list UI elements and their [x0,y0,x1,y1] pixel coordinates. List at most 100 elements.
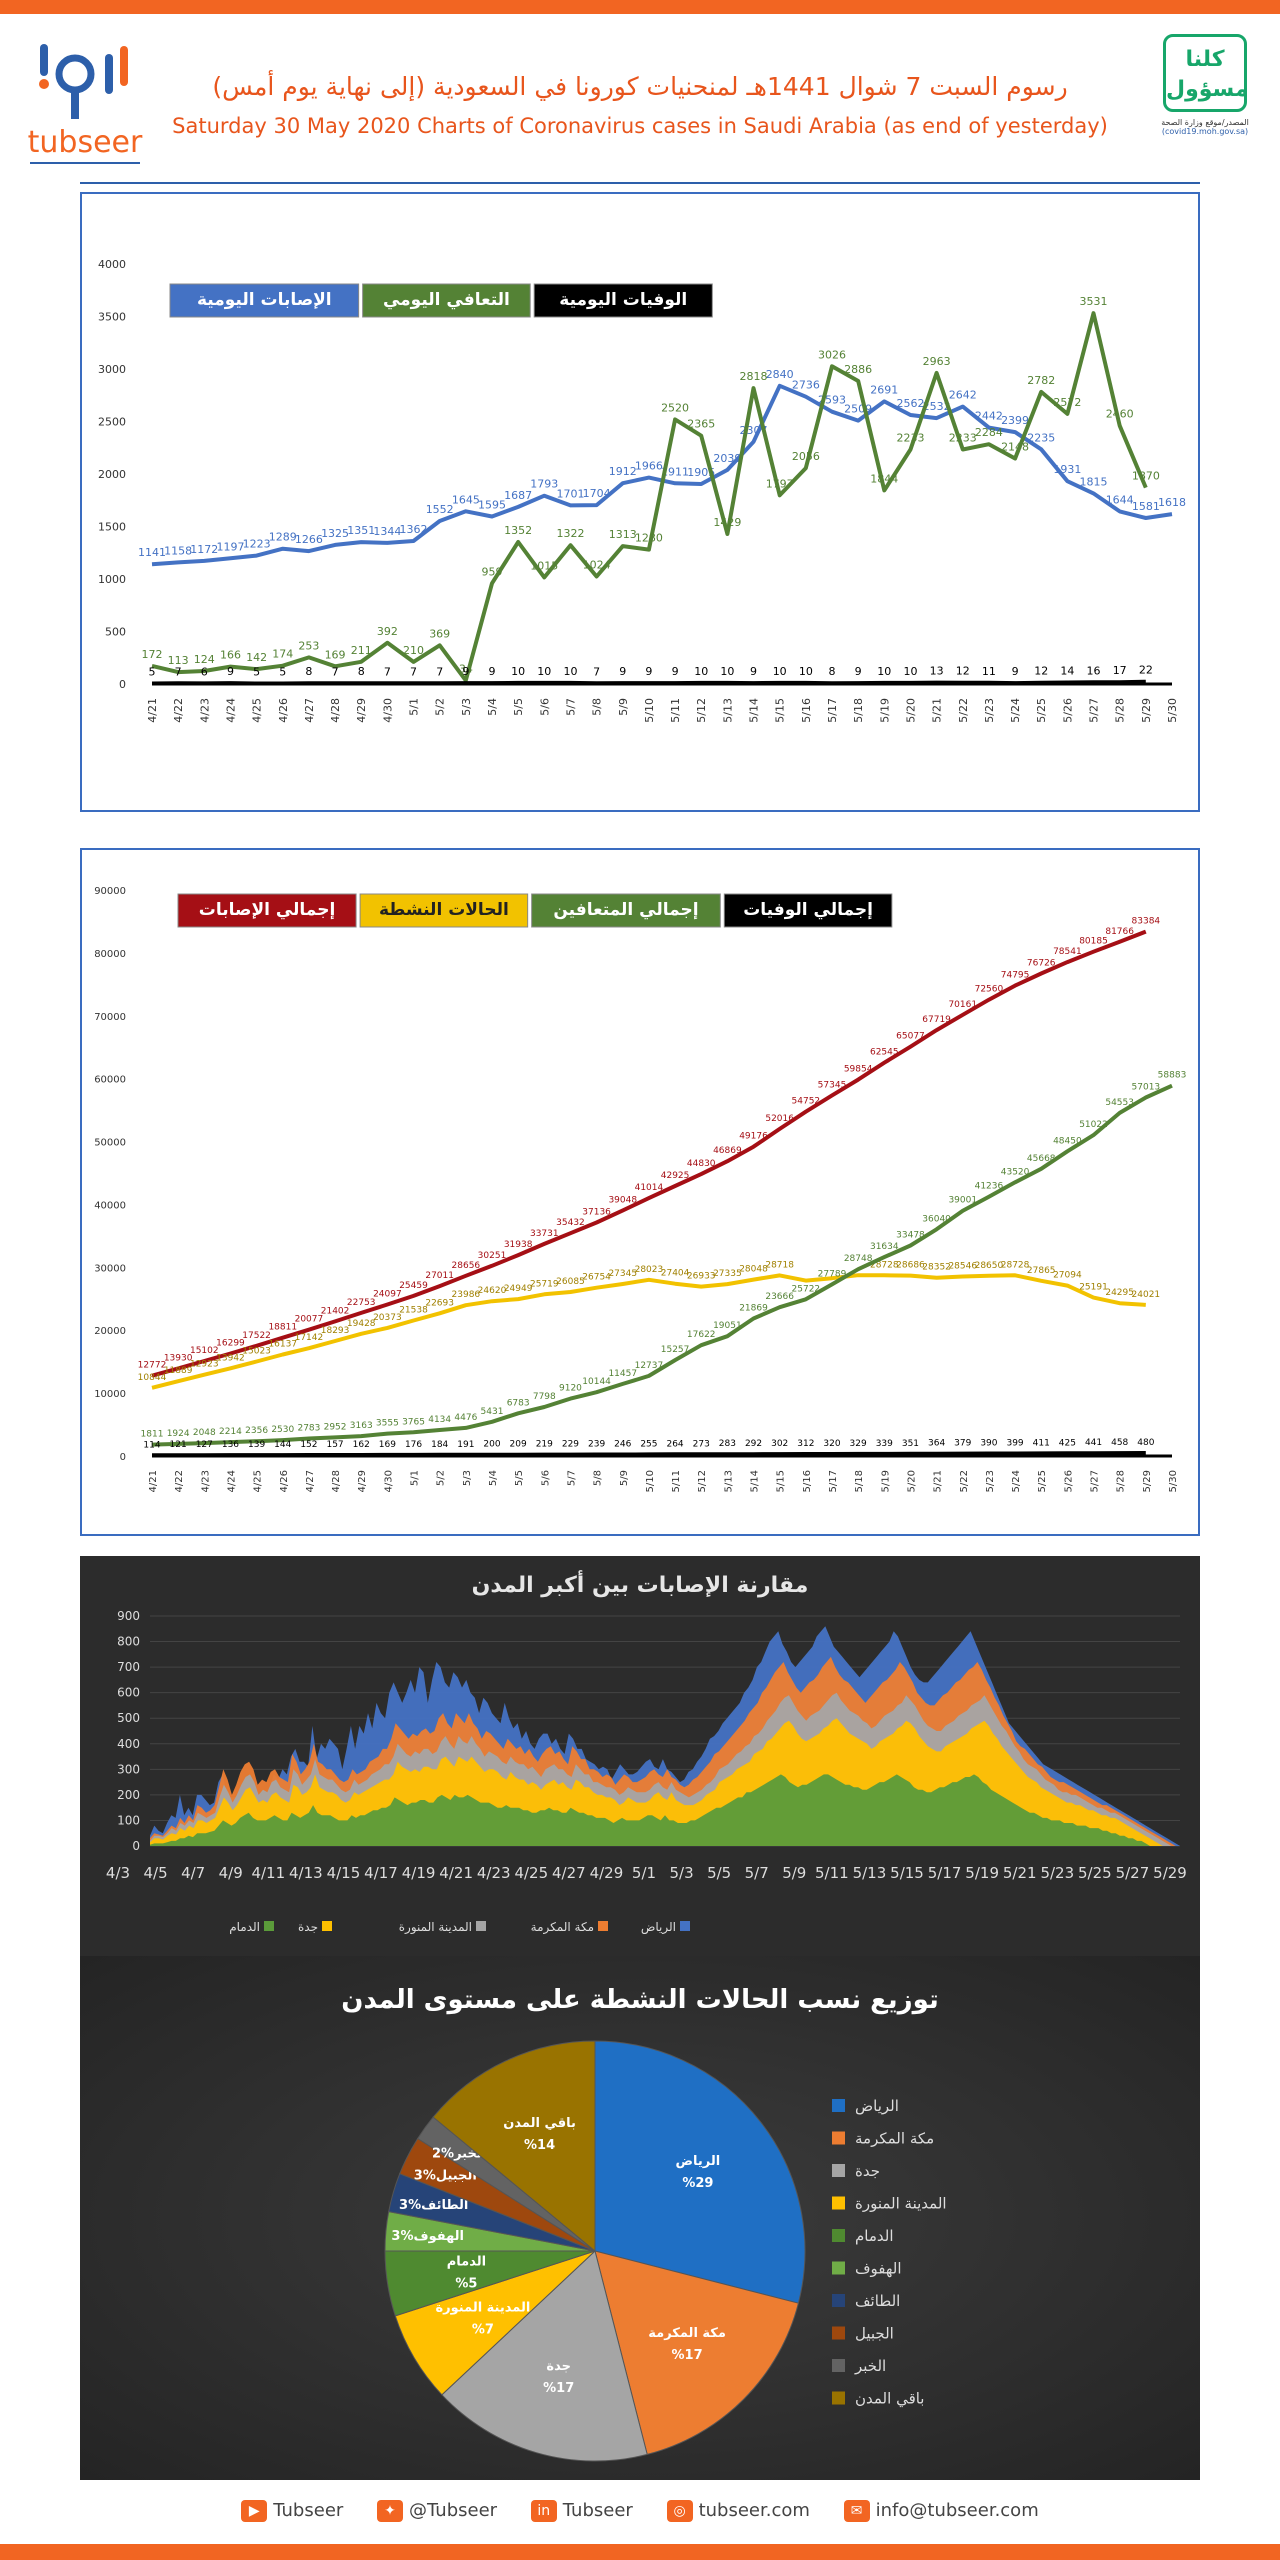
x-tick-label: 5/22 [957,698,970,723]
x-tick-label: 5/18 [852,698,865,723]
data-label: 10 [694,665,708,678]
footer-email[interactable]: ✉ info@tubseer.com [843,2500,1039,2522]
y-tick-label: 200 [117,1788,140,1802]
source-url[interactable]: (covid19.moh.gov.sa) [1161,127,1249,136]
x-tick-label: 4/23 [200,1470,211,1492]
x-tick-label: 4/27 [305,1470,316,1492]
data-label: 1701 [556,487,584,500]
data-label: 10144 [582,1377,611,1387]
area-series-4 [150,1774,1180,1846]
x-tick-label: 5/19 [880,1470,891,1492]
footer-youtube[interactable]: ▶ Tubseer [241,2500,343,2522]
x-tick-label: 5/15 [776,1470,787,1492]
data-label: 329 [850,1439,867,1449]
slice-label: المدينة المنورة [435,2300,530,2315]
cumulative-chart-panel: 0 10000 20000 30000 40000 50000 60000 70000 8000… [80,848,1200,1536]
legend-swatch [832,2359,845,2372]
data-label: 16 [1087,664,1101,677]
data-label: 5 [279,665,286,678]
data-label: 1351 [347,524,375,537]
data-label: 12923 [190,1360,219,1370]
data-label: 25722 [792,1284,821,1294]
data-label: 28748 [844,1254,873,1264]
legend-label: الدمام [855,2227,894,2245]
data-label: 169 [325,648,346,661]
data-label: 39001 [948,1196,977,1206]
data-label: 14 [1060,665,1074,678]
x-tick-label: 4/24 [224,698,237,723]
data-label: 24620 [478,1286,507,1296]
data-label: 4476 [454,1413,477,1423]
footer-twitter-label: @Tubseer [409,2500,498,2521]
data-label: 369 [429,627,450,640]
slice-label: الرياض [676,2154,721,2169]
data-label: 320 [823,1439,840,1449]
data-label: 43520 [1001,1167,1030,1177]
data-label: 83384 [1132,917,1161,927]
x-tick-label: 5/13 [723,1470,734,1492]
data-label: 9 [462,665,469,678]
data-label: 80185 [1079,937,1108,947]
active-pie-chart: توزيع نسب الحالات النشطة على مستوى المدن… [341,1985,947,2462]
twitter-icon: ✦ [377,2500,404,2522]
data-label: 9120 [559,1384,582,1394]
y-tick-label: 90000 [94,886,126,897]
legend-label: الوفيات اليومية [559,290,687,310]
x-tick-label: 5/11 [669,698,682,723]
series-line-2 [151,1083,1173,1447]
chart-title: مقارنة الإصابات بين أكبر المدن [472,1569,809,1598]
data-label: 1912 [609,465,637,478]
slice-label: جدة [546,2359,571,2374]
x-tick-label: 5/26 [1061,698,1074,723]
data-label: 2399 [1001,414,1029,427]
x-tick-label: 4/27 [303,698,316,723]
logo-right-line2: مسؤول [1166,77,1249,102]
cumulative-chart: 0 10000 20000 30000 40000 50000 60000 70000 8000… [94,886,1186,1492]
data-label: 2148 [1001,440,1029,453]
x-tick-label: 5/15 [774,698,787,723]
data-label: 8 [829,665,836,678]
data-label: 11457 [608,1369,637,1379]
data-label: 12 [956,665,970,678]
data-label: 24295 [1105,1288,1134,1298]
data-label: 152 [300,1440,317,1450]
footer-twitter[interactable]: ✦ @Tubseer [377,2500,497,2522]
data-label: 78541 [1053,947,1082,957]
y-tick-label: 3000 [98,363,126,376]
data-label: 1352 [504,524,532,537]
data-label: 30251 [478,1251,507,1261]
legend-box [533,283,713,318]
slice-label: الدمام [447,2254,486,2269]
x-tick-label: 5/19 [965,1864,999,1882]
footer-website[interactable]: ◎ tubseer.com [666,2500,810,2522]
data-label: 2886 [844,363,872,376]
data-label: 1645 [452,493,480,506]
slice-label: الهفوف%3 [391,2229,464,2244]
x-tick-label: 4/22 [174,1470,185,1492]
x-tick-label: 5/5 [512,698,525,716]
y-tick-label: 0 [132,1839,140,1853]
y-tick-label: 70000 [94,1012,126,1023]
data-label: 74795 [1001,971,1030,981]
active-pie-chart-panel: توزيع نسب الحالات النشطة على مستوى المدن… [80,1956,1200,2480]
y-tick-label: 4000 [98,258,126,271]
slice-label: %14 [524,2138,555,2153]
data-label: 1618 [1158,496,1186,509]
data-label: 2963 [923,355,951,368]
legend-label: المدينة المنورة [855,2195,947,2213]
data-label: 28656 [452,1261,481,1271]
data-label: 20077 [295,1315,324,1325]
data-label: 4134 [428,1415,451,1425]
legend-box [362,283,531,318]
data-label: 1362 [400,523,428,536]
data-label: 2952 [324,1422,347,1432]
data-label: 1704 [583,487,611,500]
data-label: 33478 [896,1230,925,1240]
pie-slice-9 [432,2040,596,2253]
footer-linkedin[interactable]: in Tubseer [530,2500,633,2522]
y-tick-label: 400 [117,1737,140,1751]
logo-right-line1: كلنا [1185,47,1225,72]
pie-slice-1 [594,2250,800,2456]
x-tick-label: 5/15 [890,1864,924,1882]
data-label: 21538 [399,1306,428,1316]
